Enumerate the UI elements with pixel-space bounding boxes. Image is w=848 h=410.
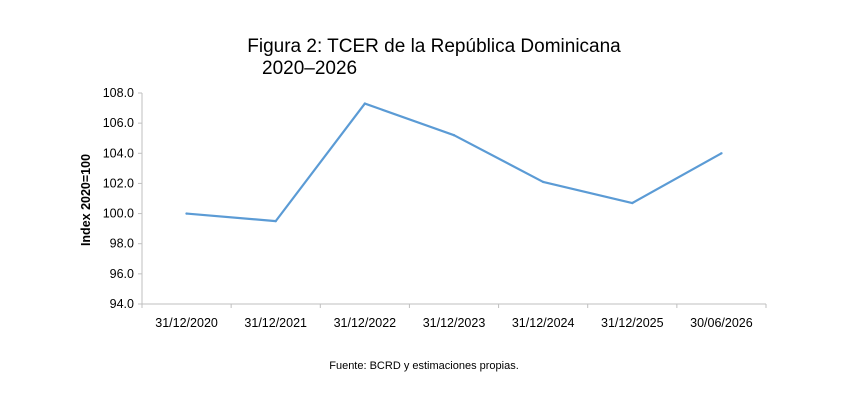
data-point	[720, 152, 723, 155]
data-point	[185, 212, 188, 215]
chart-title-line2: 2020–2026	[262, 58, 358, 79]
y-tick-label: 108.0	[103, 86, 134, 100]
x-tick-label: 31/12/2021	[244, 316, 307, 330]
x-tick-label: 31/12/2023	[423, 316, 486, 330]
chart-axes	[141, 93, 766, 305]
y-tick-label: 104.0	[103, 146, 134, 160]
chart-title-line1: Figura 2: TCER de la República Dominican…	[247, 36, 621, 57]
data-point	[363, 102, 367, 105]
x-tick-label: 31/12/2024	[512, 316, 575, 330]
chart-series	[185, 102, 723, 223]
y-tick-label: 102.0	[103, 176, 134, 190]
y-tick-label: 98.0	[110, 237, 134, 251]
y-tick-label: 100.0	[103, 207, 134, 221]
data-point	[631, 201, 634, 205]
y-tick-label: 94.0	[110, 297, 134, 311]
series-line	[186, 102, 722, 223]
x-axis-ticks: 31/12/2020 31/12/2021 31/12/2022 31/12/2023…	[141, 304, 767, 330]
y-axis-label: Index 2020=100	[79, 154, 93, 246]
data-point	[274, 219, 277, 223]
data-point	[541, 180, 545, 184]
y-tick-label: 96.0	[110, 267, 134, 281]
x-tick-label: 31/12/2025	[601, 316, 664, 330]
y-tick-label: 106.0	[103, 116, 134, 130]
y-axis-ticks: 94.0 96.0 98.0 100.0 102.0 104.0 106.0 108.0	[103, 86, 142, 311]
x-tick-label: 31/12/2022	[334, 316, 397, 330]
chart-title: Figura 2: TCER de la República Dominican…	[0, 36, 848, 80]
source-note: Fuente: BCRD y estimaciones propias.	[329, 360, 519, 372]
data-point	[452, 134, 456, 137]
x-tick-label: 30/06/2026	[690, 316, 753, 330]
x-tick-label: 31/12/2020	[155, 316, 218, 330]
